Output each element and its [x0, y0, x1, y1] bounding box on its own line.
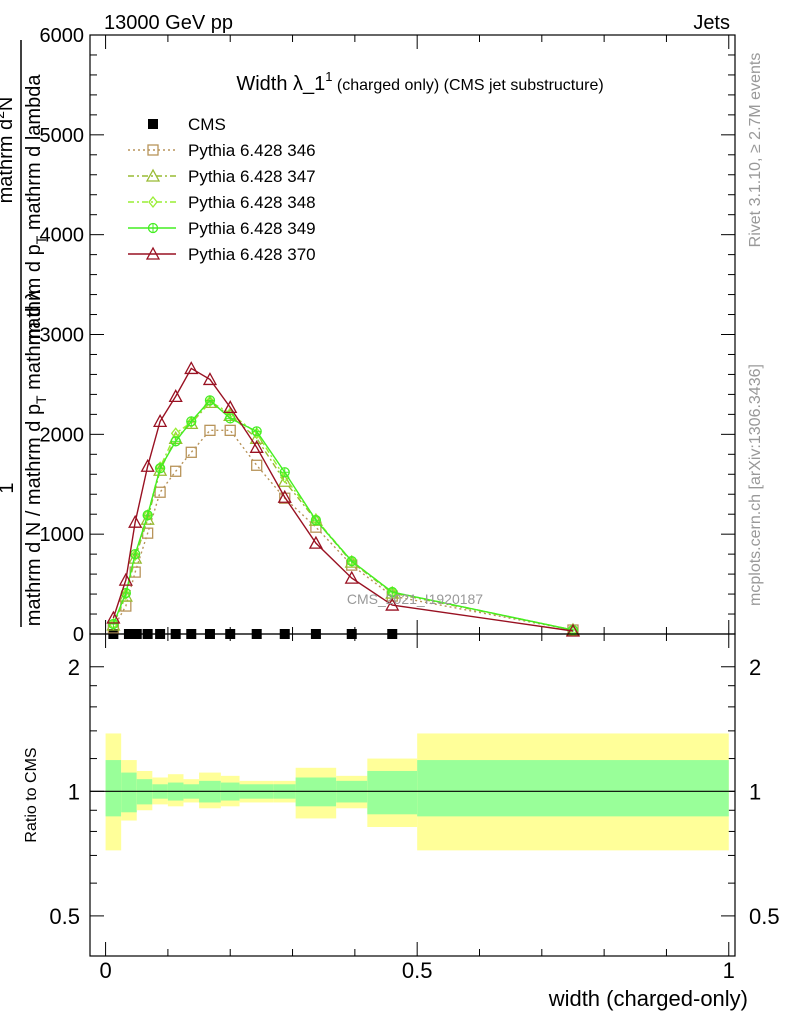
- legend-entry: CMS: [148, 115, 226, 134]
- legend-label: CMS: [188, 115, 226, 134]
- y-label-top-numerator: mathrm d2N: [0, 97, 17, 204]
- header-right-label: Jets: [693, 12, 730, 34]
- x-tick-label: 0.5: [402, 958, 433, 983]
- series-5-point: [202, 372, 218, 386]
- legend-marker-cms: [148, 119, 158, 129]
- legend-marker: [145, 246, 161, 260]
- main-y-tick-label: 4000: [40, 225, 85, 247]
- rivet-version-label: Rivet 3.1.10, ≥ 2.7M events: [747, 53, 764, 248]
- main-y-axis-label: 1 mathrm d N / mathrm d pT mathrm d λ ma…: [0, 40, 49, 627]
- series-5-point: [106, 610, 121, 624]
- y-label-denominator: mathrm d N / mathrm d pT mathrm d λ: [23, 290, 49, 626]
- series-5-point: [308, 535, 324, 549]
- series-1-point: [141, 527, 154, 539]
- series-5-point: [277, 489, 292, 503]
- x-axis-label: width (charged-only): [548, 986, 748, 1011]
- main-plot-title: Width λ_11 (charged only) (CMS jet subst…: [236, 69, 603, 95]
- ratio-band-inner: [105, 760, 122, 817]
- y-label-top-denominator: mathrm d pT mathrm d lambda: [23, 74, 49, 346]
- analysis-watermark: CMS_2021_I1920187: [347, 591, 483, 607]
- legend-entry: Pythia 6.428 349: [128, 219, 316, 238]
- series-1-line: [112, 429, 574, 631]
- series-3-point: [186, 416, 197, 429]
- main-frame-border: [89, 34, 736, 635]
- ratio-frame-border: [89, 633, 736, 957]
- series-2-point: [153, 462, 168, 476]
- legend-label: Pythia 6.428 348: [188, 193, 316, 212]
- legend-marker: [147, 144, 159, 156]
- ratio-plot-content: [90, 733, 735, 851]
- x-tick-label: 1: [723, 958, 735, 983]
- ratio-y-tick-label-left: 1: [68, 779, 80, 804]
- series-1-point: [279, 492, 291, 504]
- ratio-band-inner: [417, 760, 729, 817]
- ratio-y-tick-label-right: 0.5: [749, 904, 780, 929]
- legend-entry: Pythia 6.428 346: [128, 141, 316, 160]
- main-y-tick-label: 3000: [40, 325, 85, 347]
- main-y-tick-label: 6000: [40, 25, 85, 47]
- legend-entry: Pythia 6.428 348: [128, 193, 316, 212]
- ratio-y-axis-label: Ratio to CMS: [23, 747, 40, 842]
- series-1-point: [185, 446, 197, 458]
- legend-label: Pythia 6.428 347: [188, 167, 316, 186]
- series-3-point: [130, 549, 141, 562]
- series-1-point: [170, 465, 182, 477]
- legend-label: Pythia 6.428 346: [188, 141, 316, 160]
- ratio-y-tick-label-right: 1: [749, 779, 761, 804]
- series-5-point: [223, 400, 238, 414]
- series-3-point: [205, 395, 215, 408]
- series-3-line: [112, 400, 574, 631]
- ratio-band-inner: [121, 772, 137, 813]
- x-tick-label: 0: [99, 958, 111, 983]
- series-5-point: [128, 514, 143, 528]
- series-2-line: [112, 401, 574, 631]
- series-2-point: [277, 473, 292, 487]
- main-plot-frame: 0 1000 2000 3000 4000 5000 6000: [40, 25, 736, 646]
- legend-label: Pythia 6.428 349: [188, 219, 316, 238]
- main-y-tick-label: 1000: [40, 524, 85, 546]
- legend-marker: [148, 195, 158, 209]
- series-1-point: [224, 424, 236, 436]
- ratio-plot-frame: 0.5 0.5 1 1 2 2 0 0.5 1: [49, 633, 780, 983]
- main-y-tick-label: 0: [73, 624, 84, 646]
- series-5-point: [153, 413, 168, 428]
- ratio-band-inner: [367, 770, 418, 815]
- header-left-label: 13000 GeV pp: [104, 12, 233, 34]
- ratio-y-tick-label-left: 0.5: [49, 904, 80, 929]
- ratio-y-tick-label-right: 2: [749, 655, 761, 680]
- series-1-point: [204, 424, 216, 436]
- y-label-fraction-one: 1: [0, 482, 18, 493]
- legend-entry: Pythia 6.428 370: [128, 245, 316, 264]
- series-5-point: [565, 623, 581, 637]
- series-5-point: [184, 361, 199, 375]
- legend-marker: [145, 168, 161, 182]
- series-5-point: [249, 439, 264, 453]
- legend-label: Pythia 6.428 370: [188, 245, 316, 264]
- main-y-tick-label: 5000: [40, 125, 85, 147]
- main-y-tick-label: 2000: [40, 424, 85, 446]
- legend-entry: Pythia 6.428 347: [128, 167, 316, 186]
- ratio-y-tick-label-left: 2: [68, 655, 80, 680]
- series-5-point: [168, 389, 183, 403]
- series-5-point: [118, 572, 133, 586]
- series-3-point: [121, 588, 131, 601]
- series-4-line: [112, 399, 574, 631]
- series-5-line: [112, 367, 574, 632]
- series-5-point: [140, 458, 155, 472]
- series-5-point: [344, 570, 359, 584]
- mcplots-label: mcplots.cern.ch [arXiv:1306.3436]: [747, 364, 764, 606]
- series-1-point: [154, 486, 166, 498]
- legend: CMS Pythia 6.428 346 Pythia 6.428 347 Pythi…: [128, 115, 316, 264]
- main-plot-content: [106, 361, 581, 639]
- series-5-point: [385, 597, 400, 611]
- series-1-point: [251, 459, 263, 471]
